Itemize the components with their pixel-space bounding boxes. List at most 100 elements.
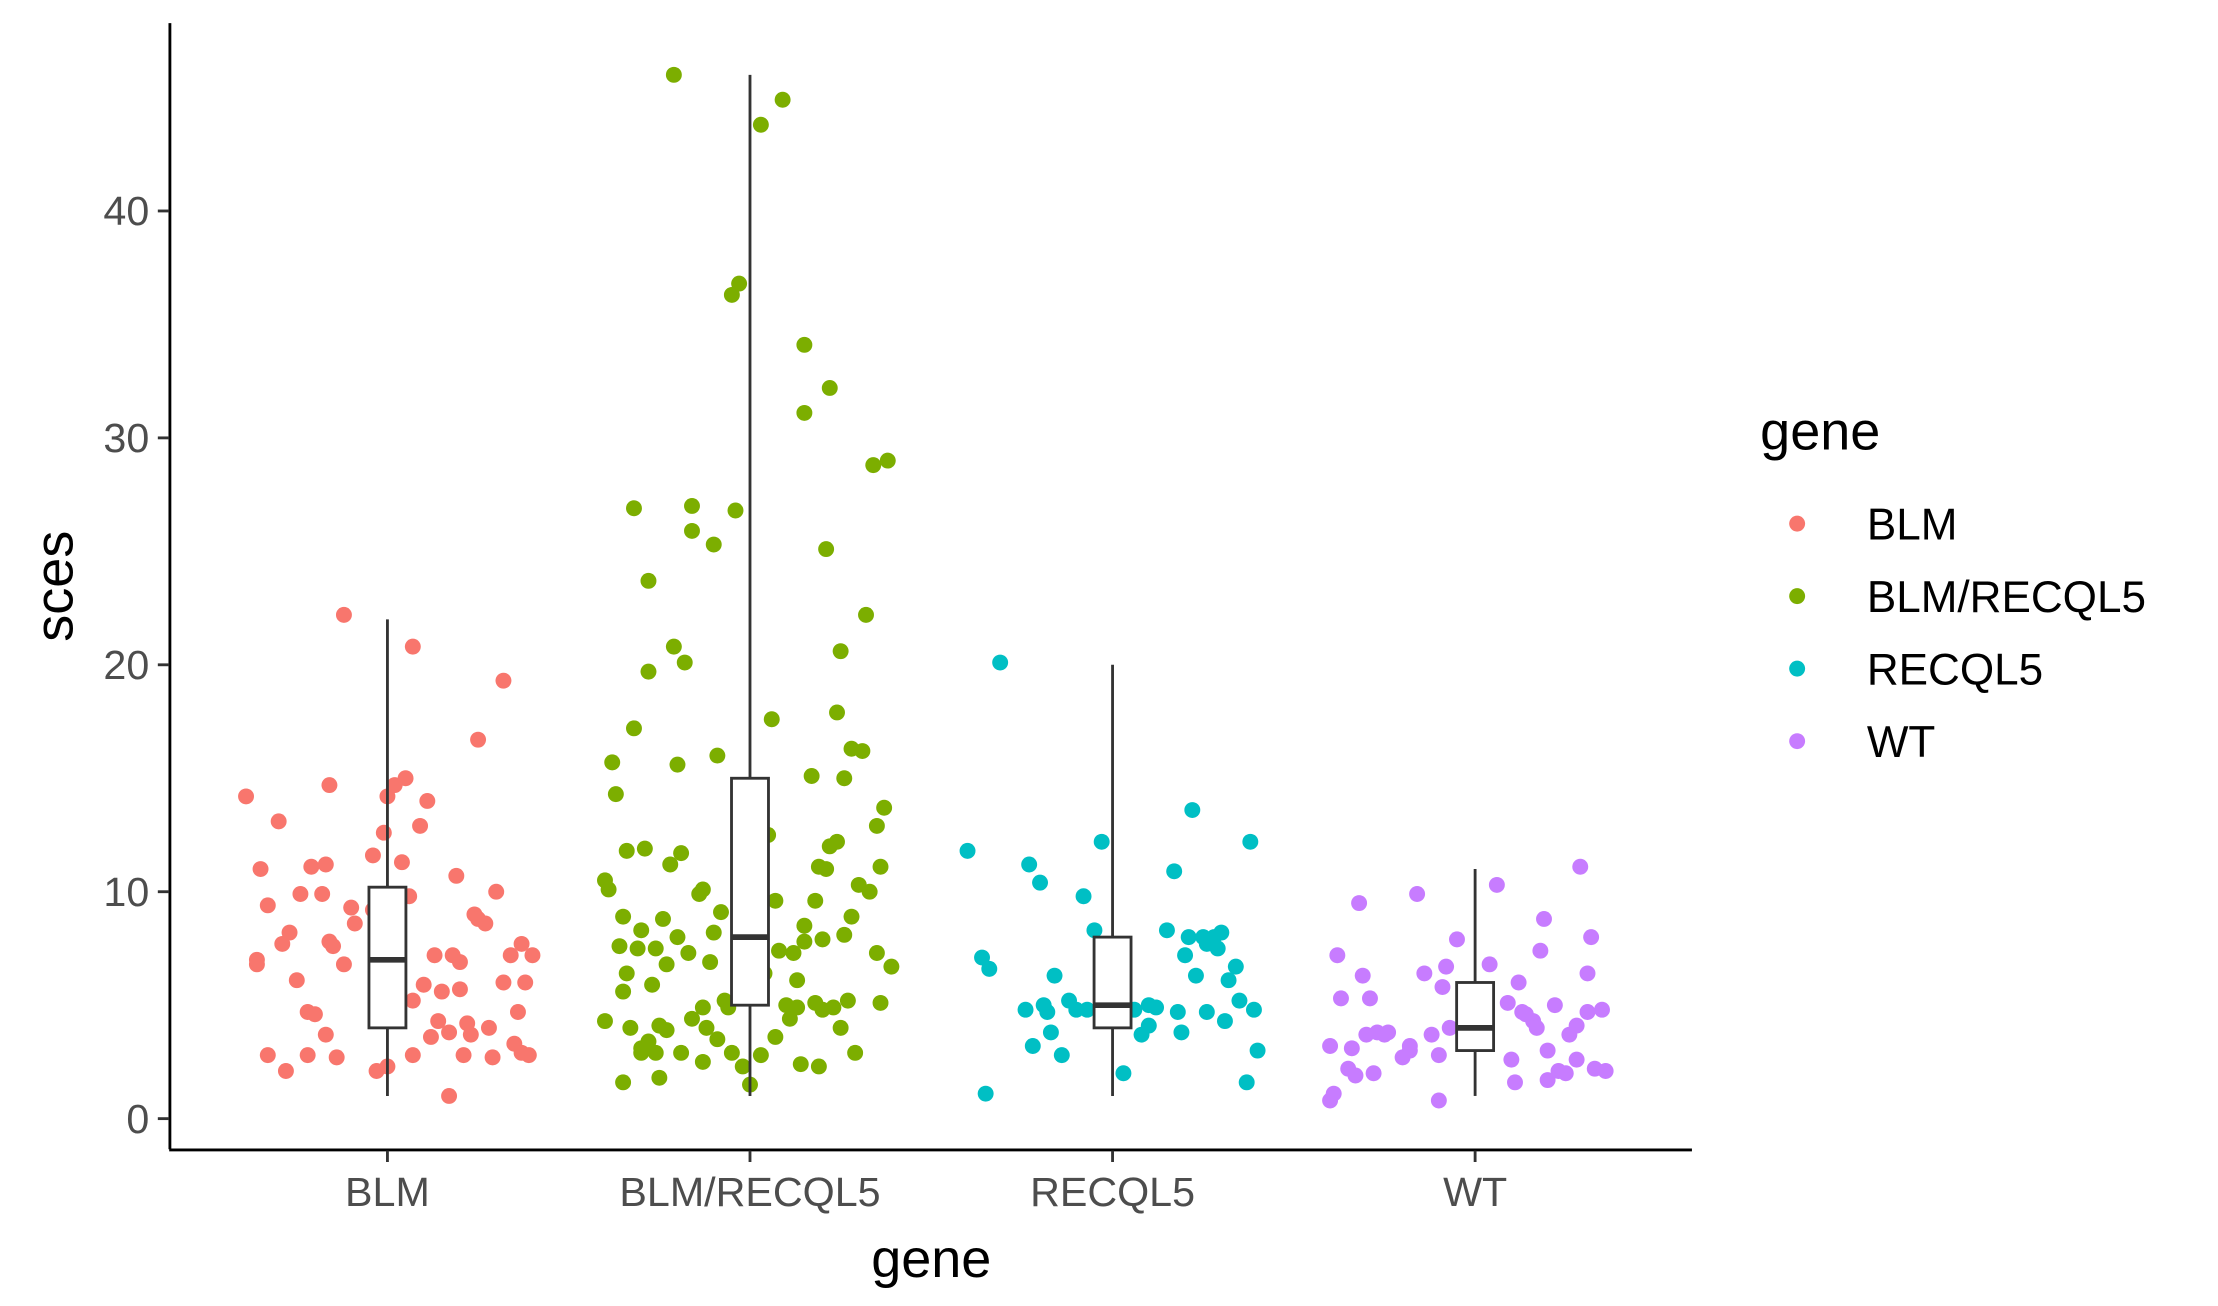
data-point xyxy=(626,720,642,737)
y-axis-title: sces xyxy=(25,531,85,642)
data-point xyxy=(1380,1024,1397,1041)
data-point xyxy=(618,842,635,859)
legend: gene BLM BLM/RECQL5 RECQL5 WT xyxy=(1760,402,2146,767)
data-point xyxy=(317,856,334,873)
data-point xyxy=(702,954,719,971)
data-point xyxy=(1517,1006,1534,1023)
y-axis-ticks: 0 10 20 30 40 xyxy=(103,188,170,1142)
data-point xyxy=(1583,929,1600,946)
data-point xyxy=(796,404,813,421)
data-point xyxy=(1438,958,1455,975)
data-point xyxy=(680,945,697,961)
data-point xyxy=(694,881,711,898)
data-point xyxy=(640,663,657,680)
data-point xyxy=(789,972,806,989)
y-tick-label: 20 xyxy=(103,642,149,688)
data-point xyxy=(713,904,729,921)
data-point xyxy=(1528,1019,1545,1036)
data-point xyxy=(1042,1024,1059,1041)
data-point xyxy=(495,974,512,991)
data-point xyxy=(1354,967,1371,984)
data-point xyxy=(1046,967,1063,984)
data-point xyxy=(1572,858,1589,875)
data-point xyxy=(792,1056,809,1073)
data-point xyxy=(1568,1017,1585,1034)
data-point xyxy=(277,1063,294,1079)
legend-label: BLM xyxy=(1867,500,1958,549)
data-point xyxy=(861,883,878,900)
data-point xyxy=(328,1049,345,1066)
data-point xyxy=(1579,1004,1596,1020)
data-point xyxy=(1351,895,1368,912)
data-point xyxy=(270,813,287,830)
legend-label: RECQL5 xyxy=(1867,645,2043,694)
data-point xyxy=(854,743,871,759)
x-axis-ticks: BLM BLM/RECQL5 RECQL5 WT xyxy=(345,1150,1507,1215)
data-point xyxy=(448,867,465,884)
data-point xyxy=(771,942,787,959)
data-point xyxy=(477,915,494,932)
data-point xyxy=(1024,1038,1041,1054)
data-point xyxy=(274,935,291,952)
data-point xyxy=(647,1044,664,1061)
data-point xyxy=(520,1047,537,1064)
boxplot xyxy=(1092,664,1133,1096)
data-point xyxy=(1546,997,1563,1014)
data-point xyxy=(430,1013,447,1030)
data-point xyxy=(709,747,726,764)
data-point xyxy=(655,910,671,927)
data-point xyxy=(803,768,820,784)
x-tick-label: WT xyxy=(1443,1169,1507,1215)
data-point xyxy=(1249,1042,1266,1059)
legend-label: WT xyxy=(1867,718,1936,767)
data-point xyxy=(1086,922,1103,939)
data-point xyxy=(1481,956,1498,973)
legend-key xyxy=(1789,515,1806,532)
data-point xyxy=(1510,974,1527,991)
data-point xyxy=(1187,967,1204,984)
data-point xyxy=(807,892,824,909)
data-point xyxy=(981,960,998,977)
data-point xyxy=(615,1074,632,1091)
data-point xyxy=(1209,940,1226,957)
data-point xyxy=(238,788,255,805)
data-point xyxy=(814,931,831,948)
data-point xyxy=(597,1013,613,1030)
data-point xyxy=(734,1058,751,1075)
data-point xyxy=(868,817,885,834)
data-point xyxy=(1184,802,1201,818)
data-point xyxy=(1017,1001,1034,1018)
data-point xyxy=(1347,1067,1364,1084)
data-point xyxy=(299,1047,316,1064)
data-point xyxy=(665,638,682,655)
legend-key xyxy=(1789,733,1806,750)
data-point xyxy=(513,935,530,952)
data-point xyxy=(785,945,802,961)
data-point xyxy=(1597,1063,1614,1079)
data-point xyxy=(872,858,889,875)
data-point xyxy=(317,1026,334,1043)
y-tick-label: 40 xyxy=(103,188,149,234)
data-point xyxy=(1238,1074,1255,1091)
data-point xyxy=(1329,947,1346,964)
data-point xyxy=(868,945,885,961)
data-point xyxy=(1362,990,1378,1007)
data-point xyxy=(1409,886,1426,902)
data-point xyxy=(673,1044,690,1061)
legend-title: gene xyxy=(1760,402,1880,462)
data-point xyxy=(441,1087,458,1104)
data-point xyxy=(321,777,338,794)
data-point xyxy=(684,522,700,539)
data-point xyxy=(876,799,893,816)
legend-key xyxy=(1789,588,1806,605)
legend-label: BLM/RECQL5 xyxy=(1867,573,2146,622)
data-point xyxy=(1579,965,1596,982)
data-point xyxy=(705,536,722,553)
data-point xyxy=(752,1047,769,1064)
data-point xyxy=(470,731,487,748)
data-point xyxy=(517,974,534,991)
data-point xyxy=(404,1047,421,1064)
series-recql5 xyxy=(959,654,1266,1102)
data-point xyxy=(705,924,722,941)
boxplot-box xyxy=(730,776,770,1007)
